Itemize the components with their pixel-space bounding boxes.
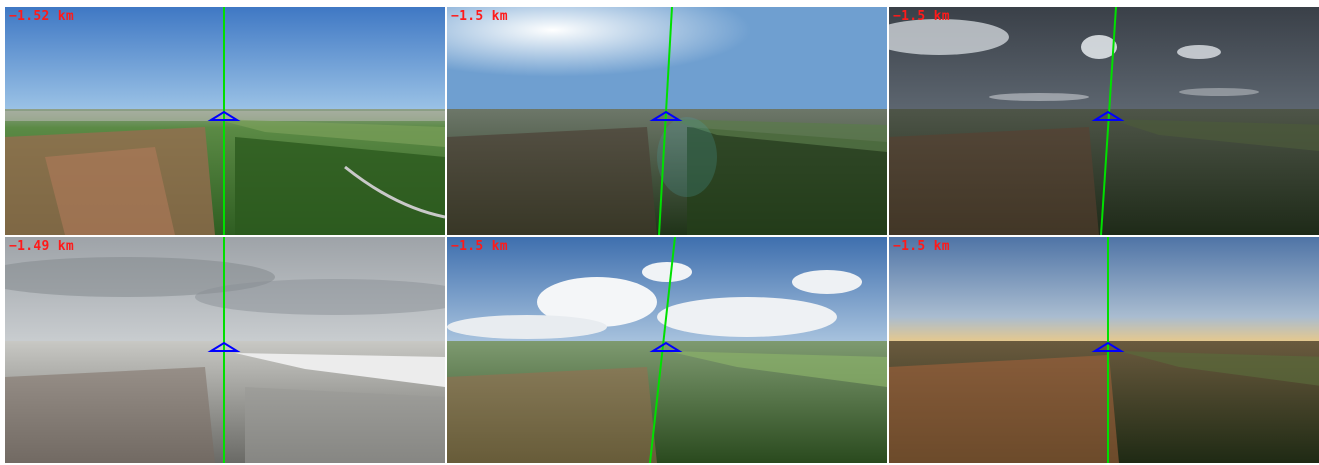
scene-image — [5, 237, 445, 463]
view-grid: −1.52 km −1.5 km — [5, 7, 1319, 463]
distance-label: −1.52 km — [9, 9, 75, 24]
scene-image — [447, 237, 887, 463]
view-tile-4: −1.49 km — [5, 237, 445, 465]
distance-label: −1.5 km — [893, 9, 950, 24]
view-tile-3: −1.5 km — [889, 7, 1319, 235]
view-tile-6: −1.5 km — [889, 237, 1319, 465]
view-tile-2: −1.5 km — [447, 7, 887, 235]
view-tile-5: −1.5 km — [447, 237, 887, 465]
scene-image — [889, 7, 1319, 235]
view-tile-1: −1.52 km — [5, 7, 445, 235]
scene-image — [447, 7, 887, 235]
distance-label: −1.5 km — [893, 239, 950, 254]
scene-image — [5, 7, 445, 235]
distance-label: −1.5 km — [451, 9, 508, 24]
distance-label: −1.5 km — [451, 239, 508, 254]
distance-label: −1.49 km — [9, 239, 75, 254]
scene-image — [889, 237, 1319, 463]
